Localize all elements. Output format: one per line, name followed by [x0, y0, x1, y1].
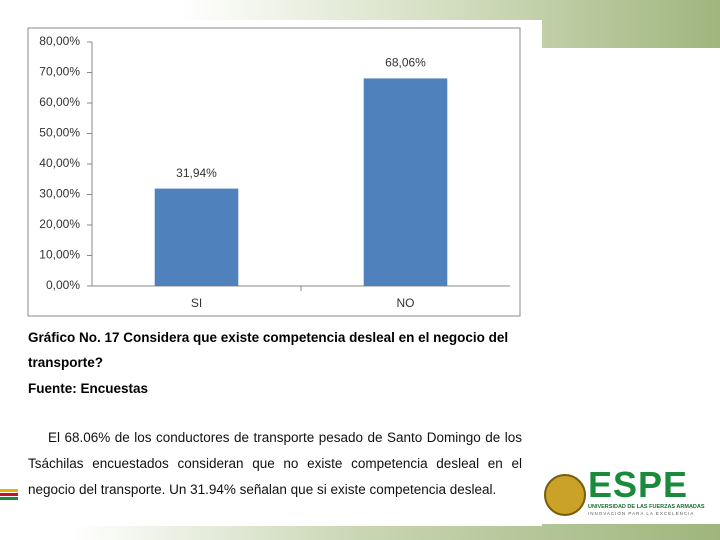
x-tick-label: SI: [191, 296, 202, 310]
value-label: 31,94%: [176, 166, 217, 180]
logo: ESPE UNIVERSIDAD DE LAS FUERZAS ARMADAS …: [544, 464, 714, 518]
y-tick-label: 30,00%: [39, 187, 80, 201]
y-tick-label: 10,00%: [39, 248, 80, 262]
bar: [363, 78, 448, 287]
bar: [154, 188, 239, 286]
y-tick-label: 70,00%: [39, 65, 80, 79]
y-tick-label: 80,00%: [39, 34, 80, 48]
flag-stripe: [0, 497, 18, 500]
logo-seal: [544, 474, 586, 516]
figure-caption: Gráfico No. 17 Considera que existe comp…: [28, 330, 509, 370]
bottom-band: [0, 524, 720, 540]
logo-line: UNIVERSIDAD DE LAS FUERZAS ARMADAS: [588, 504, 705, 510]
x-tick-label: NO: [397, 296, 415, 310]
value-label: 68,06%: [385, 56, 426, 70]
logo-line: INNOVACIÓN PARA LA EXCELENCIA: [588, 511, 695, 516]
flag-stripe: [0, 493, 18, 496]
logo-name: ESPE: [588, 464, 689, 505]
y-tick-label: 0,00%: [46, 278, 80, 292]
y-tick-label: 40,00%: [39, 156, 80, 170]
flag-stripe: [0, 489, 18, 492]
y-tick-label: 60,00%: [39, 95, 80, 109]
y-tick-label: 20,00%: [39, 217, 80, 231]
y-tick-label: 50,00%: [39, 126, 80, 140]
chart: 0,00% 10,00% 20,00% 30,00% 40,00% 50,00% 60,00…: [27, 27, 521, 317]
body-text: El 68.06% de los conductores de transpor…: [28, 430, 522, 497]
figure-source: Fuente: Encuestas: [28, 381, 149, 396]
